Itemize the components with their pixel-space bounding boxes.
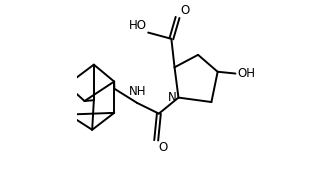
Text: O: O [180,3,189,17]
Text: NH: NH [128,85,146,98]
Text: HO: HO [128,19,146,32]
Text: OH: OH [238,67,256,80]
Text: O: O [158,141,168,154]
Text: N: N [168,91,176,104]
